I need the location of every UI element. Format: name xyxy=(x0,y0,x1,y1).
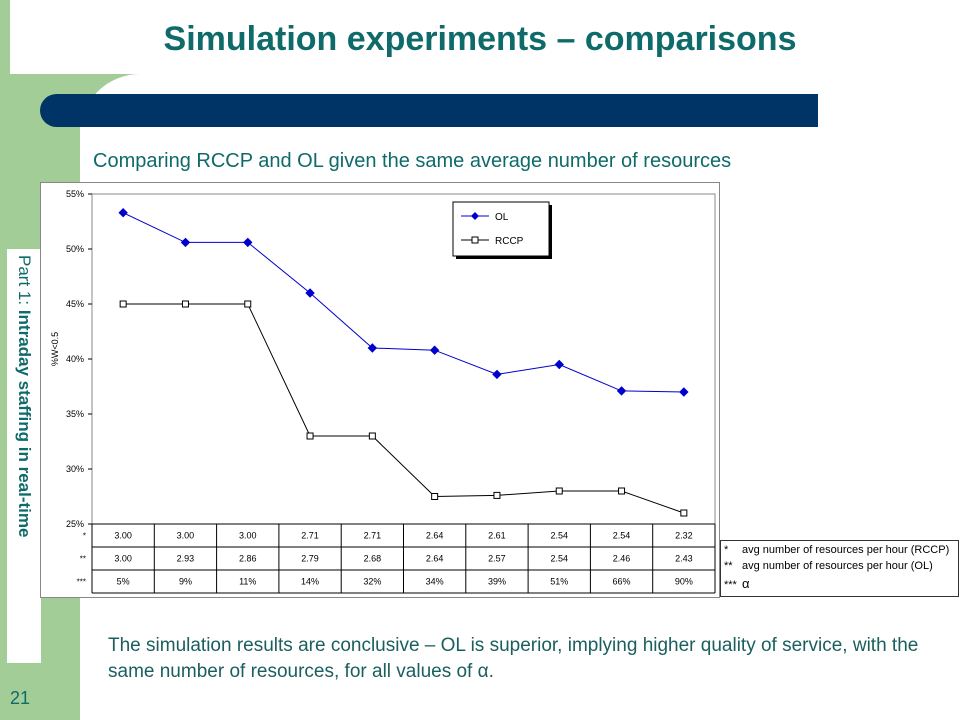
footnote-1-marker: * xyxy=(724,544,729,556)
table-cell: 2.61 xyxy=(488,531,506,541)
table-cell: 32% xyxy=(363,577,381,587)
table-cell: 5% xyxy=(117,577,130,587)
table-cell: 3.00 xyxy=(114,554,132,564)
legend-label-ol: OL xyxy=(495,212,509,223)
section-label-box: Part 1: Intraday staffing in real-time xyxy=(6,248,42,664)
footnote-box: * avg number of resources per hour (RCCP)… xyxy=(720,540,959,597)
table-cell: 3.00 xyxy=(177,531,195,541)
footnote-3-text: α xyxy=(742,576,750,591)
table-row-marker: ** xyxy=(80,555,86,564)
table-cell: 3.00 xyxy=(239,531,257,541)
section-label: Part 1: Intraday staffing in real-time xyxy=(9,255,39,537)
table-cell: 3.00 xyxy=(114,531,132,541)
data-point-ol xyxy=(429,345,440,355)
table-cell: 2.43 xyxy=(675,554,693,564)
data-point-rccp xyxy=(181,300,189,308)
data-point-ol xyxy=(118,207,128,218)
table-cell: 66% xyxy=(613,577,631,587)
y-tick-label: 45% xyxy=(66,299,84,309)
y-axis-label: %W<0.5 xyxy=(50,332,60,366)
data-point-ol xyxy=(243,237,253,248)
page-number: 21 xyxy=(10,688,31,708)
table-cell: 2.57 xyxy=(488,554,506,564)
table-cell: 34% xyxy=(426,577,444,587)
section-title: Intraday staffing in real-time xyxy=(15,309,34,538)
series-line-ol xyxy=(122,212,684,393)
y-tick-label: 55% xyxy=(66,189,84,199)
y-tick-label: 25% xyxy=(66,519,84,529)
chart-container: 25% 30% 35% 40% 45% 50% 55% %W<0.5 OL RCCP * 3.00 3.… xyxy=(40,182,720,598)
table-cell: 2.64 xyxy=(426,554,444,564)
table-cell: 90% xyxy=(675,577,693,587)
line-chart: 25% 30% 35% 40% 45% 50% 55% %W<0.5 OL RCCP * 3.00 3.… xyxy=(40,182,720,598)
table-cell: 2.86 xyxy=(239,554,257,564)
y-tick-label: 30% xyxy=(66,464,84,474)
data-point-rccp xyxy=(244,300,252,308)
y-tick-label: 35% xyxy=(66,409,84,419)
title-background xyxy=(10,0,336,74)
data-point-rccp xyxy=(306,432,314,440)
footnote-3-marker: *** xyxy=(724,579,737,591)
table-cell: 2.54 xyxy=(613,531,631,541)
conclusion-text: The simulation results are conclusive – … xyxy=(108,635,919,682)
data-point-rccp xyxy=(493,491,501,499)
footnote-1: * avg number of resources per hour (RCCP) xyxy=(724,544,949,556)
data-point-ol xyxy=(305,288,315,298)
data-point-rccp xyxy=(119,300,127,308)
series-line-rccp xyxy=(123,303,685,514)
table-cell: 2.71 xyxy=(364,531,382,541)
footnote-2-marker: ** xyxy=(724,560,733,572)
data-point-rccp xyxy=(368,432,376,440)
data-point-rccp xyxy=(680,509,688,517)
table-cell: 11% xyxy=(239,577,256,587)
data-point-rccp xyxy=(618,487,626,495)
plot-area xyxy=(91,193,716,525)
legend-marker-rccp xyxy=(471,236,479,244)
chart-legend xyxy=(452,201,550,257)
table-cell: 2.71 xyxy=(301,531,319,541)
legend-marker-ol xyxy=(471,212,479,220)
legend-label-rccp: RCCP xyxy=(495,236,524,247)
y-tick-label: 40% xyxy=(66,354,84,364)
data-point-ol xyxy=(367,343,378,353)
data-point-rccp xyxy=(431,493,439,500)
table-cell: 2.68 xyxy=(364,554,382,564)
table-cell: 51% xyxy=(550,577,568,587)
table-cell: 2.54 xyxy=(550,554,568,564)
data-point-ol xyxy=(554,359,564,370)
table-cell: 2.64 xyxy=(426,531,444,541)
table-cell: 2.54 xyxy=(550,531,568,541)
slide-title: Simulation experiments – comparisons xyxy=(163,20,797,58)
footnote-2-text: avg number of resources per hour (OL) xyxy=(742,560,933,572)
table-cell: 9% xyxy=(179,577,192,587)
data-point-ol xyxy=(180,237,191,248)
table-cell: 14% xyxy=(301,577,319,587)
data-point-ol xyxy=(492,369,502,380)
table-row-marker: *** xyxy=(77,578,86,587)
table-cell: 2.32 xyxy=(675,531,693,541)
y-tick-label: 50% xyxy=(66,244,84,254)
table-cell: 2.93 xyxy=(177,554,195,564)
table-cell: 39% xyxy=(488,577,506,587)
data-point-rccp xyxy=(555,487,563,495)
data-point-ol xyxy=(616,386,627,396)
table-cell: 2.46 xyxy=(613,554,631,564)
footnote-1-text: avg number of resources per hour (RCCP) xyxy=(742,544,950,556)
accent-bar xyxy=(40,94,818,127)
section-prefix: Part 1: xyxy=(15,255,34,310)
chart-subtitle: Comparing RCCP and OL given the same ave… xyxy=(93,150,732,172)
footnote-2: ** avg number of resources per hour (OL) xyxy=(724,560,933,572)
data-point-ol xyxy=(679,387,689,397)
footnote-3: *** α xyxy=(724,576,750,591)
table-cell: 2.79 xyxy=(301,554,319,564)
table-row-marker: * xyxy=(83,532,86,541)
